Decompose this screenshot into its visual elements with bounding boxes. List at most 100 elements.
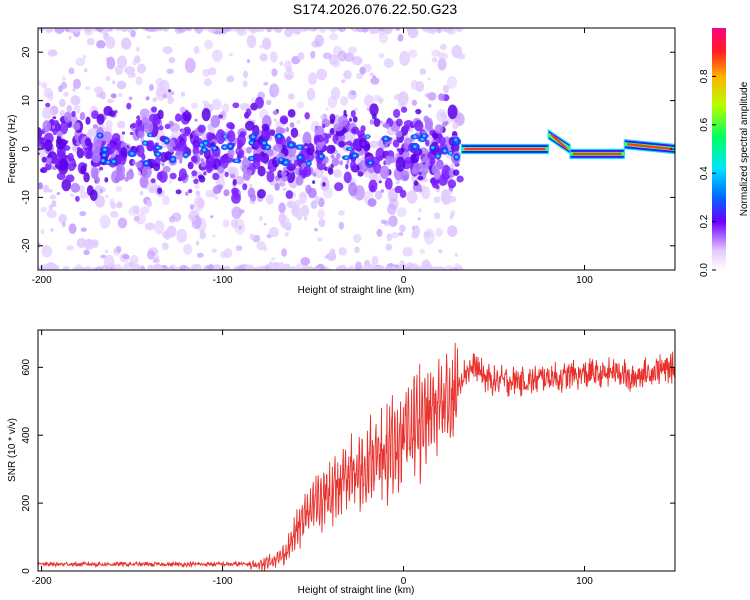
- spectrogram-noise-cell: [410, 263, 420, 270]
- spectrogram-noise-cell: [38, 130, 43, 136]
- spectrogram-noise-cell: [244, 120, 255, 131]
- spectrogram-noise-cell: [203, 78, 212, 87]
- spectrogram-noise-cell: [83, 28, 94, 36]
- spectrogram-noise-cell: [137, 120, 143, 126]
- spectrogram-noise-cell: [188, 188, 193, 194]
- spectrogram-noise-cell: [83, 68, 88, 73]
- spectrogram-noise-cell: [164, 123, 171, 130]
- spectrogram-noise-cell: [179, 158, 183, 164]
- spectrogram-noise-cell: [191, 224, 195, 228]
- spectrogram-noise-cell: [433, 196, 441, 204]
- spectrogram-noise-cell: [193, 263, 203, 270]
- spectrogram-noise-cell: [126, 28, 134, 33]
- spectrogram-peak-core: [365, 135, 370, 138]
- spectrogram-noise-cell: [187, 162, 194, 170]
- spectrogram-noise-cell: [361, 28, 369, 33]
- spectrogram-noise-cell: [70, 95, 81, 106]
- spectrogram-noise-cell: [380, 219, 387, 225]
- spectrogram-noise-cell: [121, 131, 126, 135]
- spectrogram-noise-cell: [119, 267, 123, 270]
- spectrogram-noise-cell: [47, 92, 54, 101]
- spectrogram-noise-cell: [327, 167, 334, 175]
- spectrogram-noise-cell: [71, 110, 76, 118]
- spectrogram-noise-cell: [182, 243, 193, 255]
- spectrogram-noise-cell: [116, 201, 123, 209]
- spectrogram-noise-cell: [422, 161, 426, 165]
- spectrogram-noise-cell: [144, 222, 156, 231]
- spectrogram-noise-cell: [189, 133, 193, 139]
- spectrogram-noise-cell: [274, 183, 280, 191]
- spectrogram-noise-cell: [306, 88, 316, 101]
- spectrogram-noise-cell: [441, 165, 452, 180]
- spectrogram-noise-cell: [207, 28, 217, 34]
- spectrogram-noise-cell: [257, 165, 266, 177]
- spectrogram-noise-cell: [224, 171, 229, 178]
- spectrogram-noise-cell: [273, 143, 283, 152]
- spectrogram-noise-cell: [39, 148, 46, 158]
- spectrogram-noise-cell: [111, 133, 121, 142]
- spectrogram-peak-core: [156, 152, 160, 156]
- spectrogram-noise-cell: [82, 54, 87, 60]
- spectrogram-noise-cell: [196, 198, 205, 209]
- spectrogram-noise-cell: [419, 248, 425, 254]
- spectrogram-noise-cell: [174, 113, 182, 122]
- spectrogram-peak-core: [164, 139, 169, 142]
- snr-plot: [38, 342, 675, 571]
- spectrogram-noise-cell: [136, 63, 147, 74]
- spectrogram-peak-core: [250, 157, 254, 160]
- spectrogram-noise-cell: [182, 111, 192, 122]
- spectrogram-noise-cell: [285, 190, 294, 200]
- spectrogram-noise-cell: [221, 110, 226, 117]
- spectrogram-noise-cell: [323, 156, 329, 164]
- spectrogram-noise-cell: [223, 189, 230, 197]
- spectrogram-noise-cell: [259, 267, 267, 270]
- spectrogram-noise-cell: [325, 146, 329, 151]
- spectrogram-noise-cell: [316, 140, 323, 151]
- spectrogram-noise-cell: [334, 28, 340, 31]
- spectrogram-noise-cell: [61, 221, 66, 228]
- spectrogram-noise-cell: [100, 91, 106, 100]
- spectrogram-noise-cell: [63, 145, 71, 151]
- spectrogram-noise-cell: [314, 34, 324, 48]
- spectrogram-noise-cell: [281, 263, 292, 270]
- spectrogram-noise-cell: [68, 67, 75, 75]
- spectrogram-noise-cell: [226, 75, 235, 83]
- spectrogram-noise-cell: [352, 116, 358, 123]
- spectrogram-noise-cell: [236, 264, 246, 270]
- spectrogram-noise-cell: [456, 175, 464, 183]
- spectrogram-noise-cell: [99, 214, 111, 229]
- colorbar-tick-label: 0.0: [699, 263, 710, 277]
- spectrogram-noise-cell: [373, 118, 381, 127]
- spectrogram-noise-cell: [197, 124, 206, 133]
- spectrogram-noise-cell: [400, 106, 408, 113]
- spectrogram-noise-cell: [110, 93, 117, 99]
- spectrogram-noise-cell: [59, 121, 69, 135]
- spectrogram-noise-cell: [70, 182, 81, 193]
- spectrogram-noise-cell: [269, 83, 280, 98]
- snr-x-tick-label: 100: [576, 576, 593, 587]
- spectrogram-noise-cell: [454, 252, 459, 258]
- spectrogram-noise-cell: [372, 75, 377, 79]
- spectrogram-noise-cell: [246, 58, 251, 64]
- spectrogram-noise-cell: [184, 57, 196, 74]
- spectrogram-noise-cell: [269, 51, 278, 63]
- spectrogram-noise-cell: [279, 181, 286, 187]
- spectrogram-noise-cell: [356, 73, 363, 80]
- spectrogram-noise-cell: [392, 108, 401, 119]
- spectrogram-noise-cell: [338, 54, 344, 60]
- spectrogram-noise-cell: [246, 146, 252, 154]
- spectrogram-noise-cell: [364, 168, 368, 172]
- spectrogram-peak-core: [298, 145, 302, 149]
- spectrogram-noise-cell: [190, 204, 195, 210]
- spectrogram-noise-cell: [434, 124, 444, 135]
- spectrogram-peak-core: [289, 143, 293, 147]
- spectrogram-peak-core: [106, 160, 110, 164]
- spectrogram-x-tick-label: -200: [32, 275, 52, 286]
- spectrogram-noise-cell: [288, 93, 295, 100]
- spectrogram-peak-core: [413, 145, 417, 149]
- spectrogram-noise-cell: [285, 73, 293, 81]
- spectrogram-noise-cell: [145, 96, 150, 101]
- spectrogram-noise-cell: [187, 213, 193, 220]
- spectrogram-noise-cell: [99, 188, 104, 194]
- spectrogram-noise-cell: [287, 108, 296, 118]
